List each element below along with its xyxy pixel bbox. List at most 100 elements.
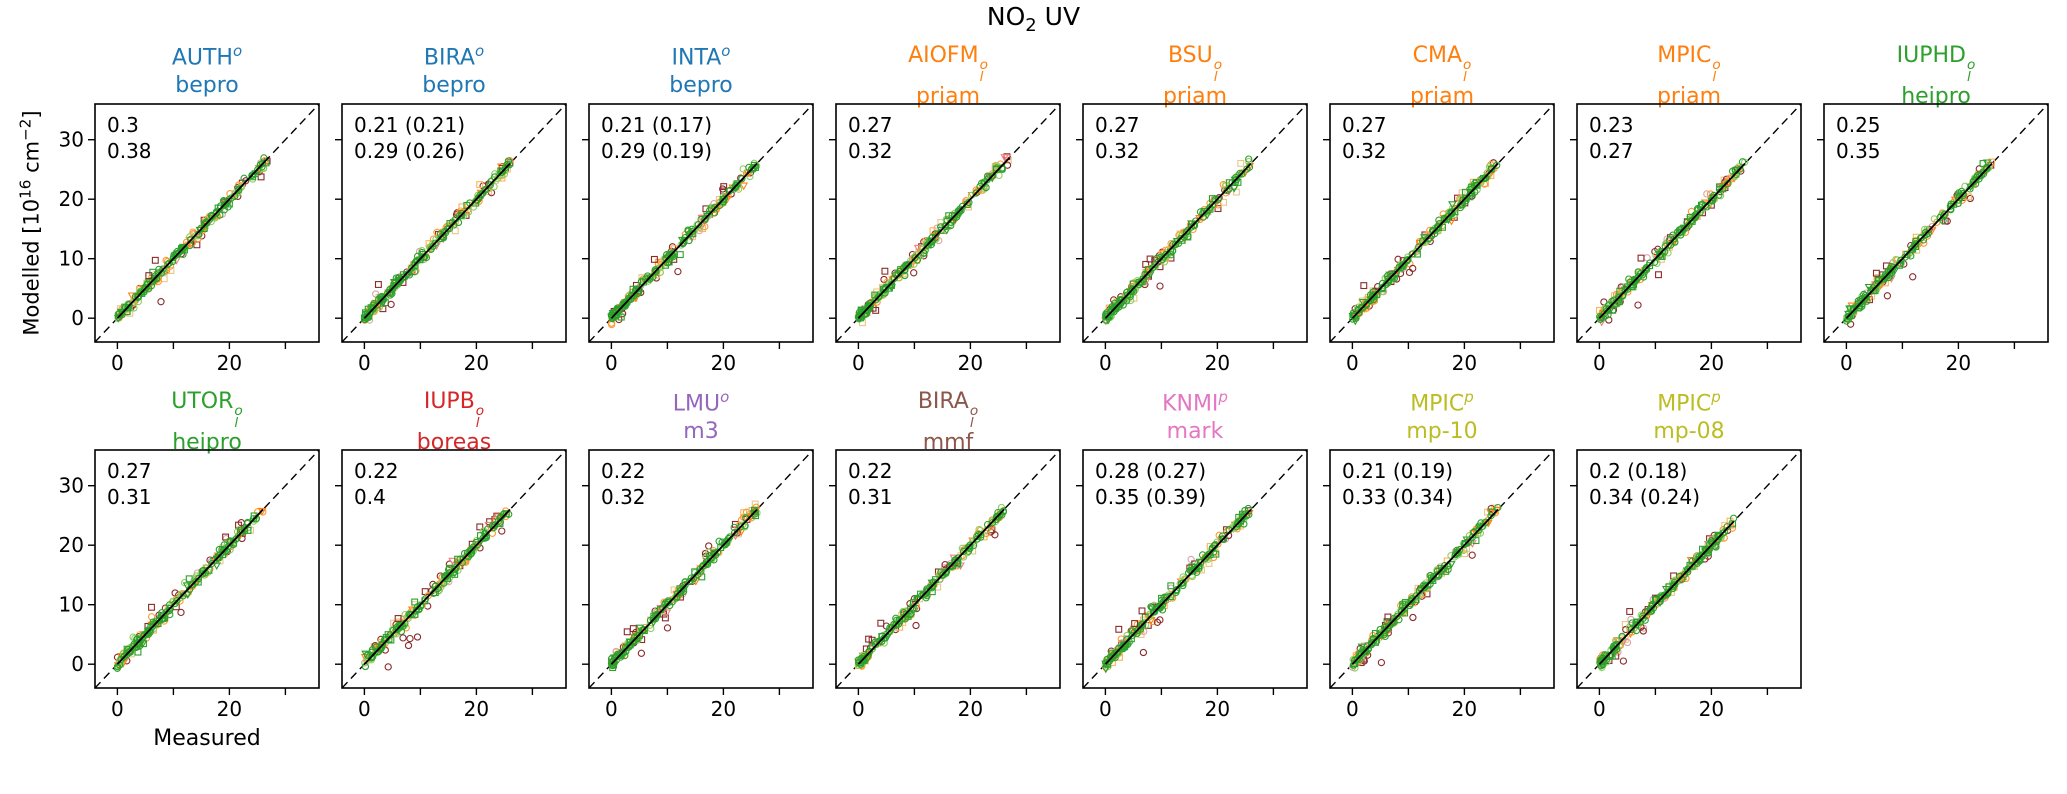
- axes-frame: [94, 449, 320, 689]
- axes-frame: [1823, 103, 2049, 343]
- tick-labels: 0 20: [1346, 351, 1477, 375]
- stat-darkred: 0.33 (0.34): [1342, 485, 1453, 509]
- panel-row-top: AUTHo bepro 0 20 0 10 20 30 0.3 0.38 BIRAo bepro 0 20…: [59, 42, 2049, 376]
- title-superscript: o: [474, 42, 485, 60]
- axis-ticks: [582, 485, 781, 695]
- fit-line: [363, 162, 511, 319]
- title-superscript: o: [232, 42, 243, 60]
- stat-annotations: 0.21 (0.21)0.29 (0.26): [354, 113, 465, 163]
- x-tick-label: 20: [958, 351, 983, 375]
- panel-BIRA-mmf: BIRA o l mmf 0 20 0.22 0.31: [829, 388, 1061, 722]
- panel-title-instrument: AIOFM o l: [836, 42, 1060, 84]
- panel-row-bottom: UTOR o l heipro 0 20 0 10 20 30 0.27 0.31 IUPB o l bore…: [59, 388, 1802, 722]
- axes-frame: [341, 103, 567, 343]
- axes-frame: [1082, 449, 1308, 689]
- instrument-name: BIRA: [917, 389, 969, 414]
- y-tick-label: 0: [71, 652, 84, 676]
- panel-title-algorithm: priam: [1656, 84, 1722, 110]
- scatter-plot: 0 20 0.250.35: [1817, 103, 2049, 375]
- panel-title-instrument: UTOR o l: [95, 388, 319, 430]
- x-tick-label: 20: [1946, 351, 1971, 375]
- stat-green: 0.3: [107, 113, 139, 137]
- panel-title-algorithm: heipro: [172, 430, 242, 456]
- panel-UTOR-heipro: UTOR o l heipro 0 20 0 10 20 30 0.27 0.31: [59, 388, 320, 722]
- tick-labels: 0 20: [1346, 697, 1477, 721]
- stat-darkred: 0.29 (0.26): [354, 139, 465, 163]
- tick-labels: 0 20: [1099, 351, 1230, 375]
- stat-green: 0.22: [848, 459, 893, 483]
- y-axis-label-text-3: ]: [19, 110, 44, 119]
- y-tick-label: 30: [59, 128, 84, 152]
- axes-frame: [1329, 449, 1555, 689]
- stat-darkred: 0.35 (0.39): [1095, 485, 1206, 509]
- panel-title: AIOFM o l priam: [836, 42, 1060, 109]
- y-axis-label-exp-16: 16: [16, 179, 35, 199]
- panel-title: CMA o l priam: [1330, 42, 1554, 109]
- stat-annotations: 0.270.31: [107, 459, 152, 509]
- scatter-plot: 0 20 0.230.27: [1570, 103, 1802, 375]
- panel-IUPB-boreas: IUPB o l boreas 0 20 0.22 0.4: [335, 388, 567, 722]
- instrument-name: MPIC: [1410, 391, 1465, 417]
- title-subscript: l: [1463, 69, 1467, 86]
- stat-green: 0.27: [107, 459, 152, 483]
- axis-ticks: [1570, 485, 1769, 695]
- stat-annotations: 0.28 (0.27)0.35 (0.39): [1095, 459, 1206, 509]
- tick-labels: 0 20 0 10 20 30: [59, 474, 243, 721]
- axes-frame: [94, 103, 320, 343]
- instrument-name: AUTH: [171, 45, 233, 71]
- x-tick-label: 0: [1593, 697, 1606, 721]
- instrument-name: MPIC: [1657, 391, 1712, 417]
- panel-title-algorithm: mp-08: [1653, 418, 1725, 444]
- x-tick-label: 20: [1205, 351, 1230, 375]
- panel-title-algorithm: m3: [683, 418, 719, 444]
- stat-darkred: 0.32: [1342, 139, 1387, 163]
- stat-annotations: 0.21 (0.17)0.29 (0.19): [601, 113, 712, 163]
- panel-title: MPICp mp-10: [1330, 388, 1554, 446]
- stat-green: 0.21 (0.21): [354, 113, 465, 137]
- axes-frame: [835, 449, 1061, 689]
- y-tick-label: 30: [59, 474, 84, 498]
- stat-annotations: 0.270.32: [1342, 113, 1387, 163]
- axis-ticks: [1076, 139, 1275, 349]
- panel-title: BSU o l priam: [1083, 42, 1307, 109]
- stat-annotations: 0.220.4: [354, 459, 399, 509]
- panel-IUPHD-heipro: IUPHD o l heipro 0 20 0.25 0.35: [1817, 42, 2049, 376]
- fit-line: [1598, 520, 1735, 665]
- axis-ticks: [1323, 485, 1522, 695]
- x-tick-label: 0: [1099, 351, 1112, 375]
- scatter-plot: 0 20 0.21 (0.21)0.29 (0.26): [335, 103, 567, 375]
- figure-title: NO2 UV: [0, 2, 2067, 36]
- panel-title-algorithm: bepro: [422, 72, 486, 98]
- title-subscript: l: [475, 415, 480, 432]
- stat-green: 0.22: [354, 459, 399, 483]
- panel-INTA-bepro: INTAo bepro 0 20 0.21 (0.17) 0.29 (0.19): [582, 42, 814, 376]
- x-tick-label: 0: [111, 697, 124, 721]
- panel-BSU-priam: BSU o l priam 0 20 0.27 0.32: [1076, 42, 1308, 376]
- title-superscript: p: [1464, 388, 1474, 406]
- stat-annotations: 0.220.31: [848, 459, 893, 509]
- panel-title-algorithm: bepro: [175, 72, 239, 98]
- fit-line: [1104, 508, 1252, 665]
- y-axis-label-text-2: cm: [19, 140, 44, 180]
- figure-title-text-2: UV: [1036, 2, 1081, 31]
- x-tick-label: 0: [852, 697, 865, 721]
- fit-line: [610, 508, 758, 665]
- axes-frame: [1082, 103, 1308, 343]
- scatter-points: [1101, 155, 1255, 326]
- panel-title-algorithm: mmf: [922, 430, 974, 456]
- scatter-plot: 0 20 0.220.32: [582, 449, 814, 721]
- stat-darkred: 0.4: [354, 485, 386, 509]
- axis-ticks: [1817, 139, 2016, 349]
- panel-title: MPIC o l priam: [1577, 42, 1801, 109]
- scatter-points: [854, 503, 1008, 670]
- scatter-plot: 0 20 0.21 (0.17)0.29 (0.19): [582, 103, 814, 375]
- stat-green: 0.25: [1836, 113, 1881, 137]
- scatter-plot: 0 20 0.2 (0.18)0.34 (0.24): [1570, 449, 1802, 721]
- stat-green: 0.2 (0.18): [1589, 459, 1687, 483]
- stat-green: 0.21 (0.17): [601, 113, 712, 137]
- panel-title-algorithm: priam: [915, 84, 981, 110]
- tick-labels: 0 20: [1840, 351, 1971, 375]
